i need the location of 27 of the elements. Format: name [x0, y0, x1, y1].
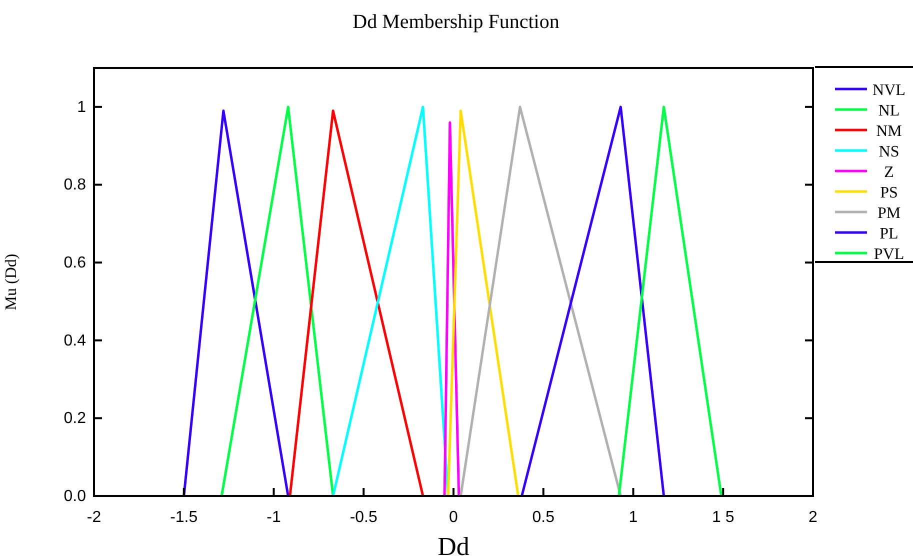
legend-label: NVL — [872, 82, 906, 99]
legend-label: NL — [878, 102, 900, 120]
x-tick-label: -2 — [86, 509, 102, 526]
legend-label: PVL — [874, 246, 904, 263]
y-tick-label: 0.2 — [64, 410, 86, 428]
y-tick-label: 0.4 — [64, 332, 86, 350]
legend-label: Z — [884, 164, 894, 181]
legend-label: PM — [877, 205, 901, 222]
chart-title: Dd Membership Function — [352, 11, 560, 33]
legend-label: PL — [880, 226, 898, 242]
legend-label: PS — [880, 184, 898, 202]
x-tick-label: -1 — [266, 509, 281, 526]
y-tick-label: 1 — [77, 98, 86, 116]
y-tick-label: 0.0 — [64, 488, 86, 505]
y-tick-label: 0.6 — [64, 254, 86, 272]
x-tick-label: 2 — [808, 509, 818, 526]
legend-label: NS — [878, 144, 900, 160]
x-tick-label: -0.5 — [350, 509, 378, 526]
x-tick-label: -1.5 — [170, 509, 198, 526]
x-tick-label: 0.5 — [532, 509, 555, 526]
x-tick-label: 0 — [449, 509, 458, 526]
legend-label: NM — [876, 123, 902, 140]
x-tick-label: 1 — [628, 509, 638, 526]
y-axis-title: Mu (Dd) — [3, 254, 20, 310]
y-tick-label: 0.8 — [64, 176, 86, 194]
x-tick-label: 1 5 — [712, 509, 734, 526]
x-axis-title: Dd — [438, 532, 470, 557]
